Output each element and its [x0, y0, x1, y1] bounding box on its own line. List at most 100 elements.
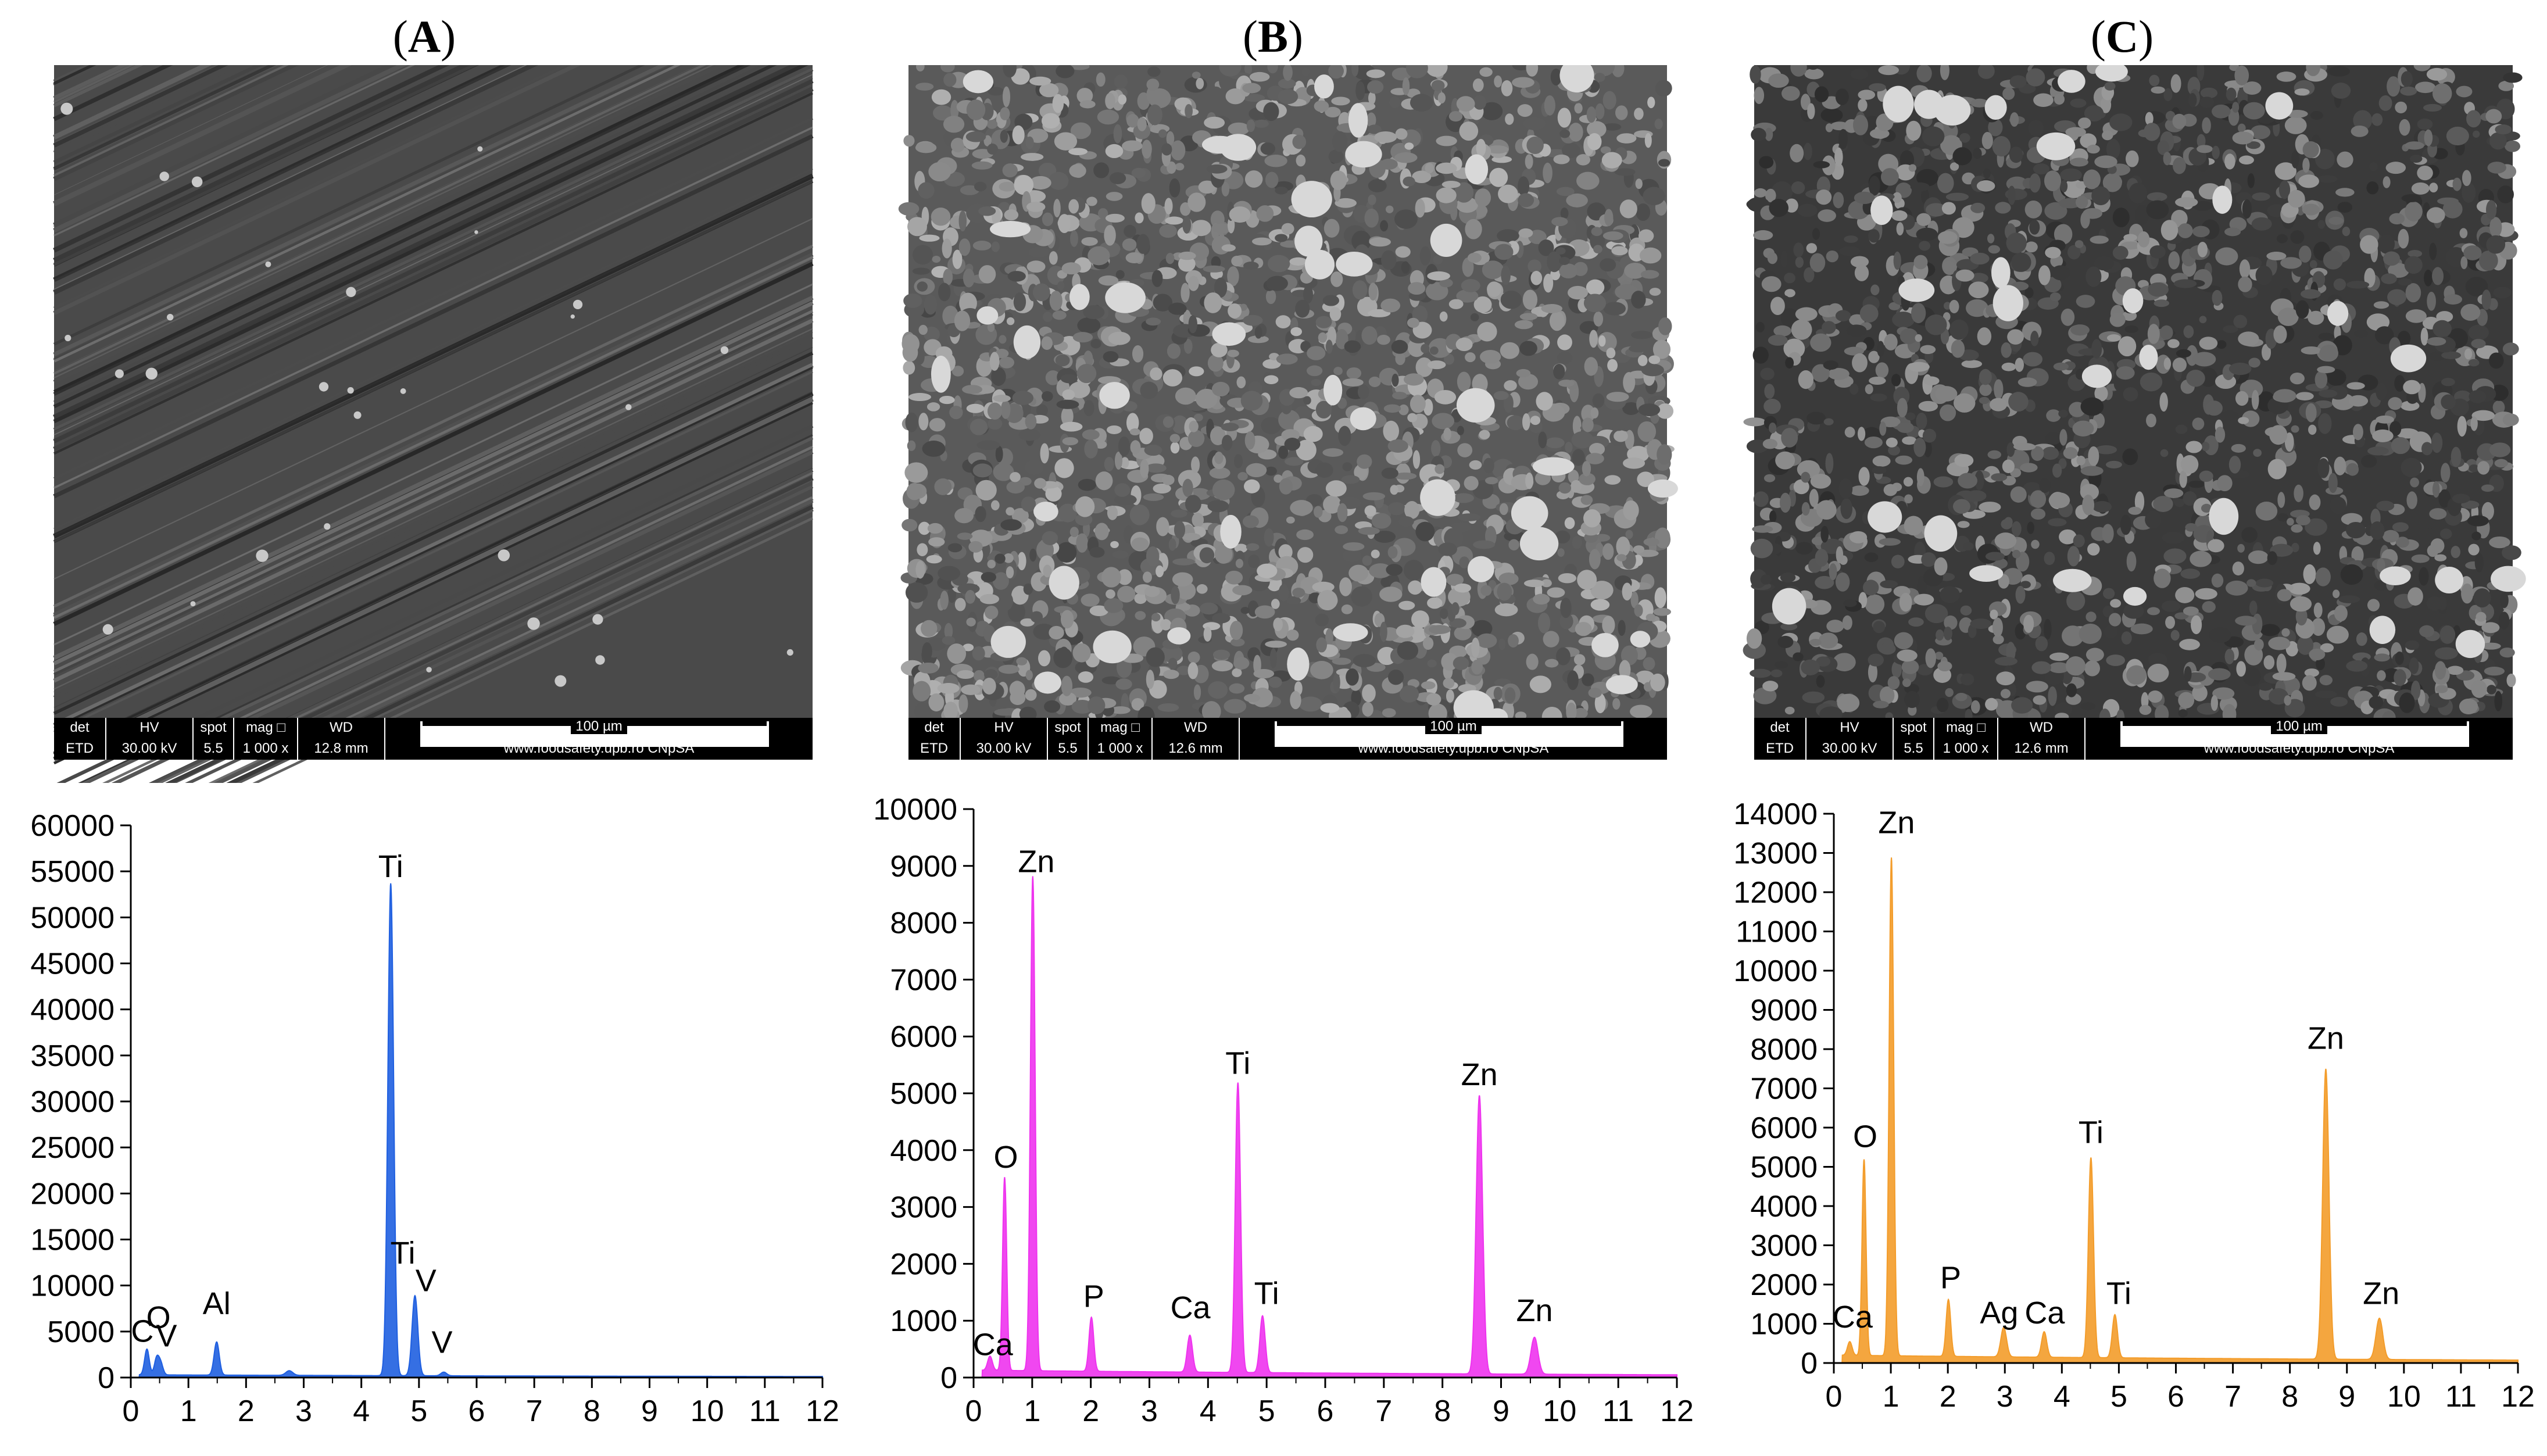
grain	[1606, 348, 1616, 359]
grain	[2395, 651, 2404, 666]
grain	[1227, 349, 1239, 357]
grain	[1996, 671, 2015, 686]
grain	[1041, 113, 1060, 129]
grain	[2360, 235, 2378, 254]
grain	[1556, 187, 1575, 196]
grain	[1045, 370, 1061, 385]
grain	[2025, 241, 2038, 253]
grain	[989, 352, 1000, 371]
grain	[1538, 239, 1554, 256]
scratch-line	[53, 309, 814, 673]
grain-large	[1898, 278, 1935, 302]
grain	[1943, 260, 1955, 272]
grain	[1088, 246, 1110, 266]
grain	[1315, 462, 1333, 478]
grain-large	[1969, 565, 2004, 582]
grain	[1750, 668, 1772, 678]
grain	[1850, 485, 1869, 496]
grain	[1243, 262, 1259, 270]
grain	[1353, 654, 1376, 668]
grain	[1574, 103, 1583, 114]
grain	[1292, 588, 1305, 598]
grain	[1988, 119, 2003, 137]
grain	[1908, 617, 1924, 627]
grain	[1433, 255, 1443, 264]
grain	[1872, 455, 1891, 467]
grain	[954, 598, 966, 611]
grain	[1114, 494, 1137, 506]
grain	[1306, 365, 1323, 377]
grain	[1859, 304, 1879, 323]
grain	[1172, 572, 1193, 587]
grain	[2459, 228, 2468, 238]
peak-label: Ti	[1254, 1276, 1279, 1311]
grain	[2481, 622, 2500, 634]
peak-label: Ag	[1980, 1296, 2018, 1330]
debris-particle	[570, 314, 575, 319]
grain	[1800, 94, 1811, 110]
grain	[993, 463, 1014, 481]
grain	[1879, 538, 1901, 546]
grain	[1471, 620, 1493, 638]
grain	[1643, 682, 1652, 692]
grain	[1247, 335, 1269, 344]
grain	[2246, 579, 2256, 587]
grain	[1381, 250, 1397, 270]
grain	[2291, 542, 2299, 553]
grain	[2181, 455, 2199, 474]
grain	[1582, 673, 1594, 686]
grain	[2239, 155, 2254, 164]
grain	[1618, 620, 1626, 636]
grain	[918, 662, 939, 674]
grain	[2424, 129, 2433, 146]
grain	[2317, 366, 2335, 374]
grain	[1583, 509, 1601, 528]
grain	[2457, 416, 2467, 437]
grain	[1278, 584, 1289, 602]
grain	[2377, 670, 2386, 681]
grain	[2287, 518, 2294, 526]
grain	[1234, 543, 1248, 553]
grain	[2348, 395, 2369, 407]
grain	[1566, 193, 1588, 208]
grain	[1415, 521, 1435, 542]
grain	[966, 403, 985, 413]
grain	[2164, 488, 2184, 498]
grain	[2298, 245, 2312, 263]
grain	[1357, 384, 1369, 399]
grain	[1162, 416, 1174, 428]
grain	[2367, 446, 2389, 456]
grain	[2242, 81, 2262, 95]
grain	[1780, 572, 1796, 583]
grain	[1761, 276, 1782, 292]
grain	[1225, 570, 1243, 585]
grain	[2446, 126, 2469, 146]
grain	[2403, 380, 2421, 395]
grain	[2404, 256, 2423, 274]
grain	[2030, 331, 2039, 346]
grain	[1899, 328, 1918, 345]
peak-label: P	[1083, 1279, 1104, 1314]
grain-large	[1420, 479, 1455, 516]
y-tick-label: 8000	[1750, 1033, 1818, 1067]
grain	[1924, 604, 1948, 624]
scratch-line	[53, 74, 813, 436]
grain	[2499, 647, 2515, 658]
grain	[2489, 536, 2510, 549]
grain	[2126, 665, 2147, 685]
grain	[1631, 291, 1646, 309]
grain	[903, 135, 915, 147]
scratch-line	[53, 65, 299, 181]
grain	[1003, 553, 1014, 563]
grain	[1643, 538, 1660, 546]
grain	[932, 105, 953, 121]
grain	[1325, 339, 1333, 354]
grain	[1314, 173, 1328, 180]
grain	[1169, 434, 1181, 443]
y-tick-label: 0	[1801, 1347, 1818, 1380]
grain	[1645, 613, 1656, 621]
grain	[1908, 164, 1917, 172]
grain	[1533, 593, 1550, 605]
grain	[2168, 251, 2180, 270]
grain	[2477, 461, 2490, 475]
